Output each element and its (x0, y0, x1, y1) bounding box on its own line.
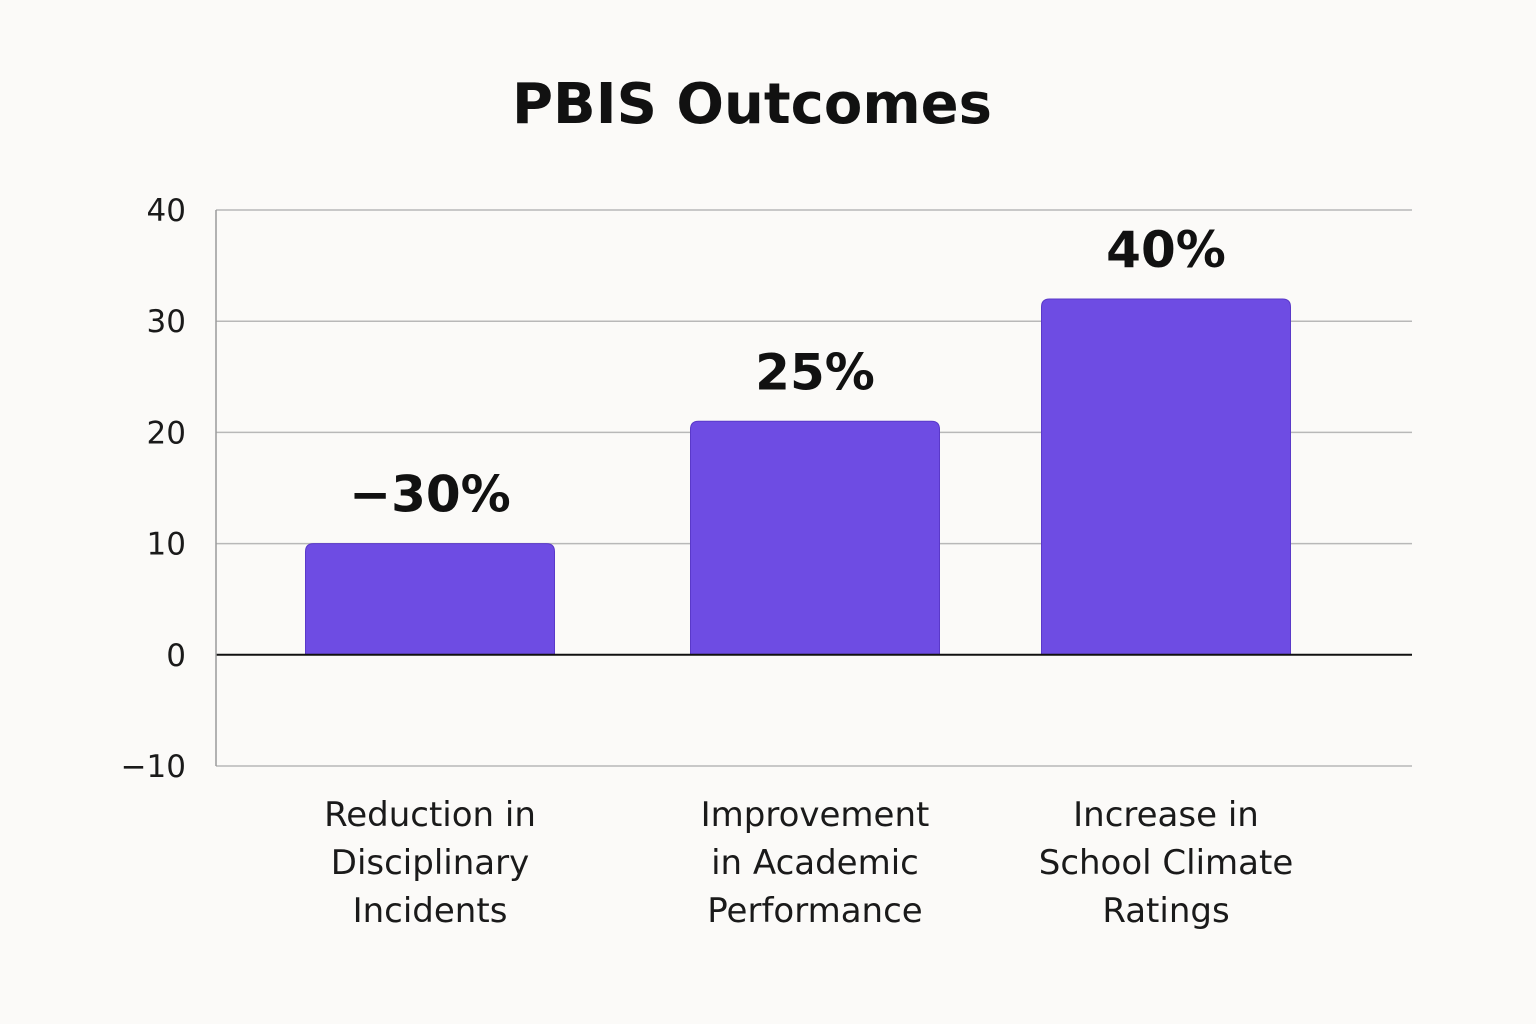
category-label-line: Performance (707, 891, 922, 931)
category-label-line: Increase in (1073, 795, 1259, 835)
y-tick-label: 10 (147, 527, 186, 563)
category-label-line: in Academic (711, 843, 919, 883)
category-label: Improvement in Academic Performance (701, 795, 930, 931)
bars (305, 298, 1291, 656)
bar (1041, 298, 1291, 656)
y-tick-labels: 40 30 20 10 0 −10 (121, 193, 186, 785)
category-label-line: Incidents (353, 891, 508, 931)
y-tick-label: 0 (166, 638, 186, 674)
bar (690, 420, 940, 656)
data-label: −30% (349, 466, 511, 524)
category-label: Increase in School Climate Ratings (1039, 795, 1294, 931)
y-tick-label: 20 (147, 415, 186, 451)
category-label-line: Reduction in (324, 795, 536, 835)
data-labels: −30% 25% 40% (349, 221, 1226, 524)
axes (215, 210, 1412, 766)
category-label-line: Ratings (1102, 891, 1229, 931)
data-label: 25% (755, 343, 875, 401)
y-tick-label: 40 (147, 193, 186, 229)
y-tick-label: −10 (121, 749, 186, 785)
category-label-line: School Climate (1039, 843, 1294, 883)
y-tick-label: 30 (147, 304, 186, 340)
category-label-line: Improvement (701, 795, 930, 835)
data-label: 40% (1106, 221, 1226, 279)
bar (305, 543, 555, 656)
category-label: Reduction in Disciplinary Incidents (324, 795, 536, 931)
chart-title: PBIS Outcomes (512, 72, 992, 137)
category-labels: Reduction in Disciplinary Incidents Improve… (324, 795, 1293, 931)
category-label-line: Disciplinary (331, 843, 529, 883)
